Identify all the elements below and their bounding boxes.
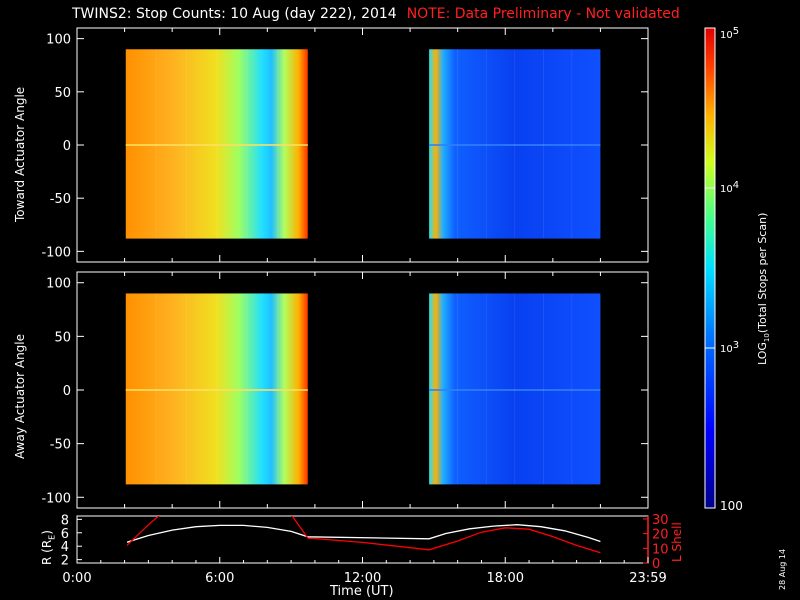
top-panel-ylabel: Toward Actuator Angle [13,86,27,222]
right-ytick-label-10: 10 [652,542,669,557]
ytick-label-top-100: 100 [46,33,71,48]
ytick-label-top-0: 0 [63,139,71,154]
colorbar-tick-label-1: 104 [720,180,739,195]
r-label: R (R [40,539,54,565]
colorbar-label-end: (Total Stops per Scan) [756,212,769,334]
colorbar-tick-label-2: 103 [720,340,739,355]
date-stamp: 28 Aug 14 [778,548,787,590]
bottom-panel-ylabel-right: L Shell [670,522,684,562]
ytick-label-top-50: 50 [54,86,71,101]
xtick-label-1: 6:00 [205,571,234,586]
heatmap-block-top-2 [429,49,601,239]
middle-panel-ylabel: Away Actuator Angle [13,333,27,459]
colorbar-label-log: LOG [756,342,769,365]
right-ytick-label-0: 0 [652,557,660,572]
r-label-sub: E [47,534,57,540]
colorbar-tick-label-0: 105 [720,26,739,41]
colorbar [704,27,716,509]
bottom-panel-ylabel-left: R (RE) [40,530,56,565]
left-ytick-label-6: 6 [61,527,69,542]
left-ytick-label-4: 4 [61,540,69,555]
right-ytick-label-20: 20 [652,528,669,543]
xtick-label-2: 12:00 [344,571,381,586]
heatmap-block-top-1 [125,49,308,239]
r-label-end: ) [40,530,54,535]
ytick-label-top--50: -50 [50,192,71,207]
ytick-label-middle--100: -100 [41,491,71,506]
ytick-label-middle-0: 0 [63,384,71,399]
heatmap-block-middle-1 [125,293,308,485]
xtick-label-0: 0:00 [62,571,91,586]
colorbar-label: LOG10(Total Stops per Scan) [756,213,771,365]
series-line-r-distance [126,524,601,543]
ytick-label-middle-100: 100 [46,277,71,292]
preliminary-note: NOTE: Data Preliminary - Not validated [406,6,680,22]
xtick-label-4: 23:59 [629,571,666,586]
title-text: TWINS2: Stop Counts: 10 Aug (day 222), 2… [72,6,397,22]
series-line-l-shell [126,516,601,554]
x-axis-label: Time (UT) [330,584,394,599]
colorbar-label-sub: 10 [763,333,772,343]
chart-title: TWINS2: Stop Counts: 10 Aug (day 222), 2… [72,6,680,22]
colorbar-tick-label-3: 100 [720,499,743,513]
ytick-label-top--100: -100 [41,245,71,260]
xtick-label-3: 18:00 [487,571,524,586]
right-ytick-label-30: 30 [652,513,669,528]
left-ytick-label-2: 2 [61,554,69,569]
ytick-label-middle--50: -50 [50,438,71,453]
left-ytick-label-8: 8 [61,513,69,528]
heatmap-block-middle-2 [429,293,601,485]
ytick-label-middle-50: 50 [54,330,71,345]
